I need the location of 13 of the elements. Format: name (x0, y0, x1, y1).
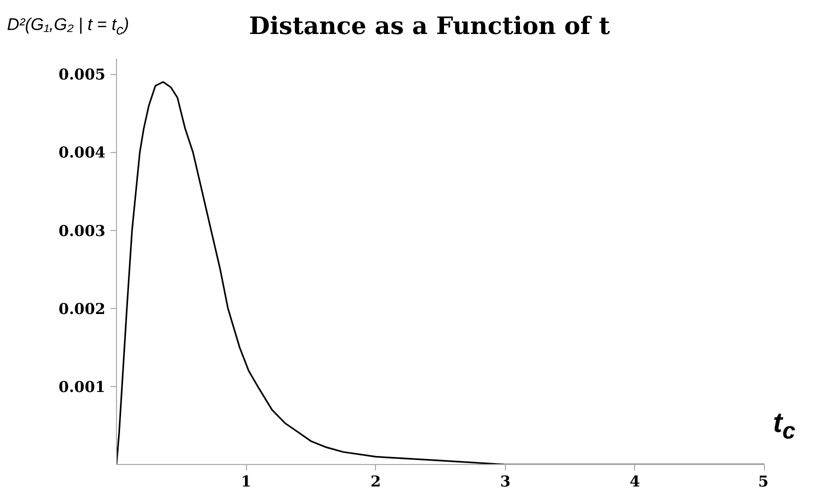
y-tick-label: 0.003 (58, 222, 106, 240)
x-tick-label: 3 (500, 472, 511, 490)
y-tick-label: 0.005 (58, 66, 106, 84)
x-tick-label: 4 (630, 472, 640, 490)
y-tick-label: 0.001 (58, 378, 106, 396)
chart-title: Distance as a Function of t (249, 10, 610, 42)
x-tick-label: 1 (240, 472, 252, 490)
x-tick-label: 2 (370, 472, 381, 490)
y-tick-label: 0.002 (58, 300, 106, 318)
x-axis-title: t$_{c}$ (773, 406, 796, 446)
y-axis-title: D²(G₁,G₂ | t = t$_{c}$) (7, 14, 130, 40)
y-tick-label: 0.004 (58, 144, 106, 162)
x-tick-label: 5 (758, 472, 768, 490)
